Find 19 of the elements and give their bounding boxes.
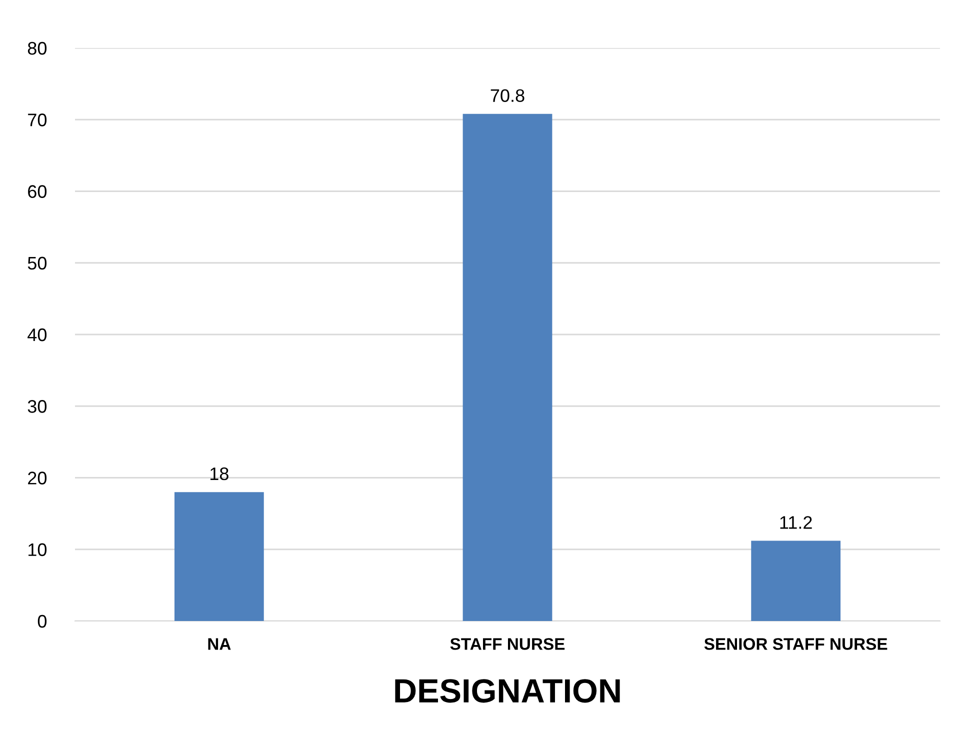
data-label: 18 [210, 467, 228, 480]
y-tick-label: 40 [28, 328, 47, 342]
bar [462, 114, 552, 621]
bar [174, 492, 264, 621]
x-axis-title: DESIGNATION [395, 679, 620, 703]
y-tick-label: 70 [28, 114, 47, 126]
data-label: 70.8 [490, 89, 524, 102]
y-tick-label: 50 [28, 256, 47, 270]
data-label: 11.2 [780, 516, 812, 529]
y-tick-label: 0 [38, 614, 47, 628]
y-tick-label: 10 [28, 543, 47, 556]
x-tick-label: STAFF NURSE [450, 638, 565, 650]
x-tick-label: NA [208, 638, 231, 650]
y-tick-label: 30 [28, 400, 47, 413]
x-tick-label: SENIOR STAFF NURSE [704, 638, 888, 650]
bar [751, 540, 841, 621]
y-tick-label: 80 [28, 42, 47, 55]
y-tick-label: 60 [28, 185, 47, 198]
y-tick-label: 20 [28, 472, 47, 484]
